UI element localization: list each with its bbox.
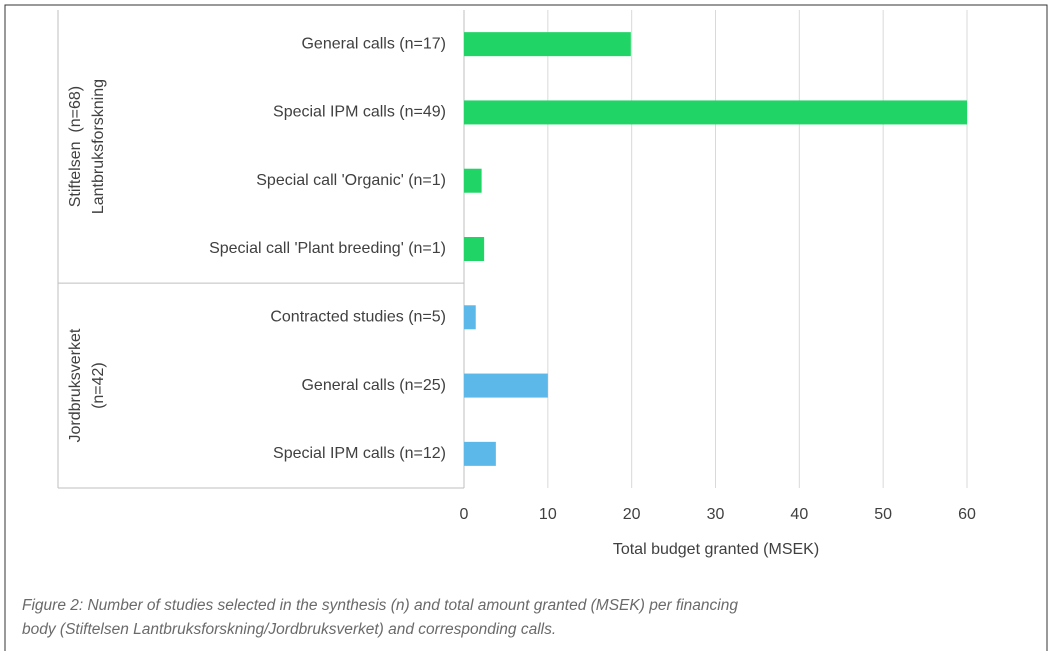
x-tick-label: 30 (707, 506, 725, 523)
y-tick-label: Special call 'Plant breeding' (n=1) (209, 240, 446, 257)
group-label: Lantbruksforskning (90, 79, 107, 214)
y-tick-label: General calls (n=25) (301, 377, 446, 394)
y-tick-label: General calls (n=17) (301, 35, 446, 52)
y-tick-label: Special IPM calls (n=12) (273, 445, 446, 462)
caption-line: Figure 2: Number of studies selected in … (22, 597, 738, 614)
x-tick-label: 10 (539, 506, 557, 523)
bar (464, 168, 482, 193)
x-tick-label: 40 (790, 506, 808, 523)
bar (464, 32, 631, 57)
y-tick-label: Special call 'Organic' (n=1) (256, 172, 446, 189)
x-tick-label: 60 (958, 506, 976, 523)
group-label: Stiftelsen (n=68) (67, 86, 84, 207)
bar (464, 237, 485, 261)
x-axis-title: Total budget granted (MSEK) (613, 541, 819, 558)
x-tick-label: 50 (874, 506, 892, 523)
frame (4, 4, 1048, 651)
bar (464, 441, 496, 466)
group-label: Jordbruksverket (67, 328, 84, 442)
bar (464, 305, 476, 330)
caption-line: body (Stiftelsen Lantbruksforskning/Jord… (22, 621, 556, 638)
group-label: (n=42) (90, 362, 107, 409)
bar (464, 100, 967, 125)
y-tick-label: Special IPM calls (n=49) (273, 104, 446, 121)
bar (464, 373, 548, 398)
y-tick-label: Contracted studies (n=5) (270, 309, 446, 326)
x-tick-label: 20 (623, 506, 641, 523)
x-tick-label: 0 (460, 506, 469, 523)
